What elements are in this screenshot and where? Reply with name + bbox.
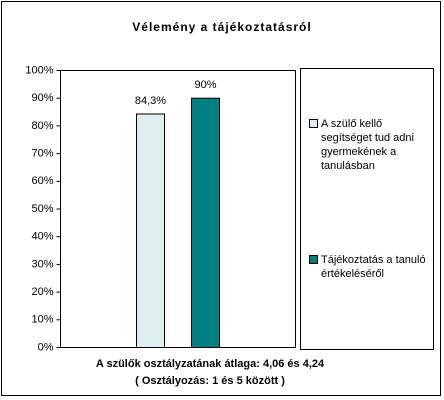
legend-swatch: [309, 119, 318, 128]
legend-item: A szülő kellő segítséget tud adni gyerme…: [309, 117, 427, 173]
chart-title: Vélemény a tájékoztatásról: [132, 20, 311, 34]
y-tick-label: 90%: [31, 92, 53, 104]
y-tick-label: 100%: [25, 64, 53, 76]
y-tick-label: 80%: [31, 120, 53, 132]
bar: [136, 113, 165, 348]
value-label: 90%: [194, 79, 216, 91]
value-label: 84,3%: [135, 95, 166, 107]
y-tick-label: 40%: [31, 231, 53, 243]
x-axis-label: ( Osztályozás: 1 és 5 között ): [135, 375, 285, 387]
legend: A szülő kellő segítséget tud adni gyerme…: [300, 68, 434, 350]
legend-label: A szülő kellő segítséget tud adni gyerme…: [321, 118, 414, 172]
legend-item: Tájékoztatás a tanuló értékeléséről: [309, 253, 427, 281]
y-tick-label: 50%: [31, 203, 53, 215]
legend-label: Tájékoztatás a tanuló értékeléséről: [321, 254, 426, 280]
legend-swatch: [309, 255, 318, 264]
y-tick-label: 70%: [31, 148, 53, 160]
y-tick-label: 10%: [31, 314, 53, 326]
y-tick-label: 60%: [31, 175, 53, 187]
y-tick-label: 0%: [38, 341, 54, 353]
bar: [191, 97, 220, 348]
y-tick-label: 30%: [31, 258, 53, 270]
plot-area: [60, 70, 296, 348]
x-axis-label: A szülők osztályzatának átlaga: 4,06 és …: [96, 358, 325, 370]
y-tick-label: 20%: [31, 286, 53, 298]
